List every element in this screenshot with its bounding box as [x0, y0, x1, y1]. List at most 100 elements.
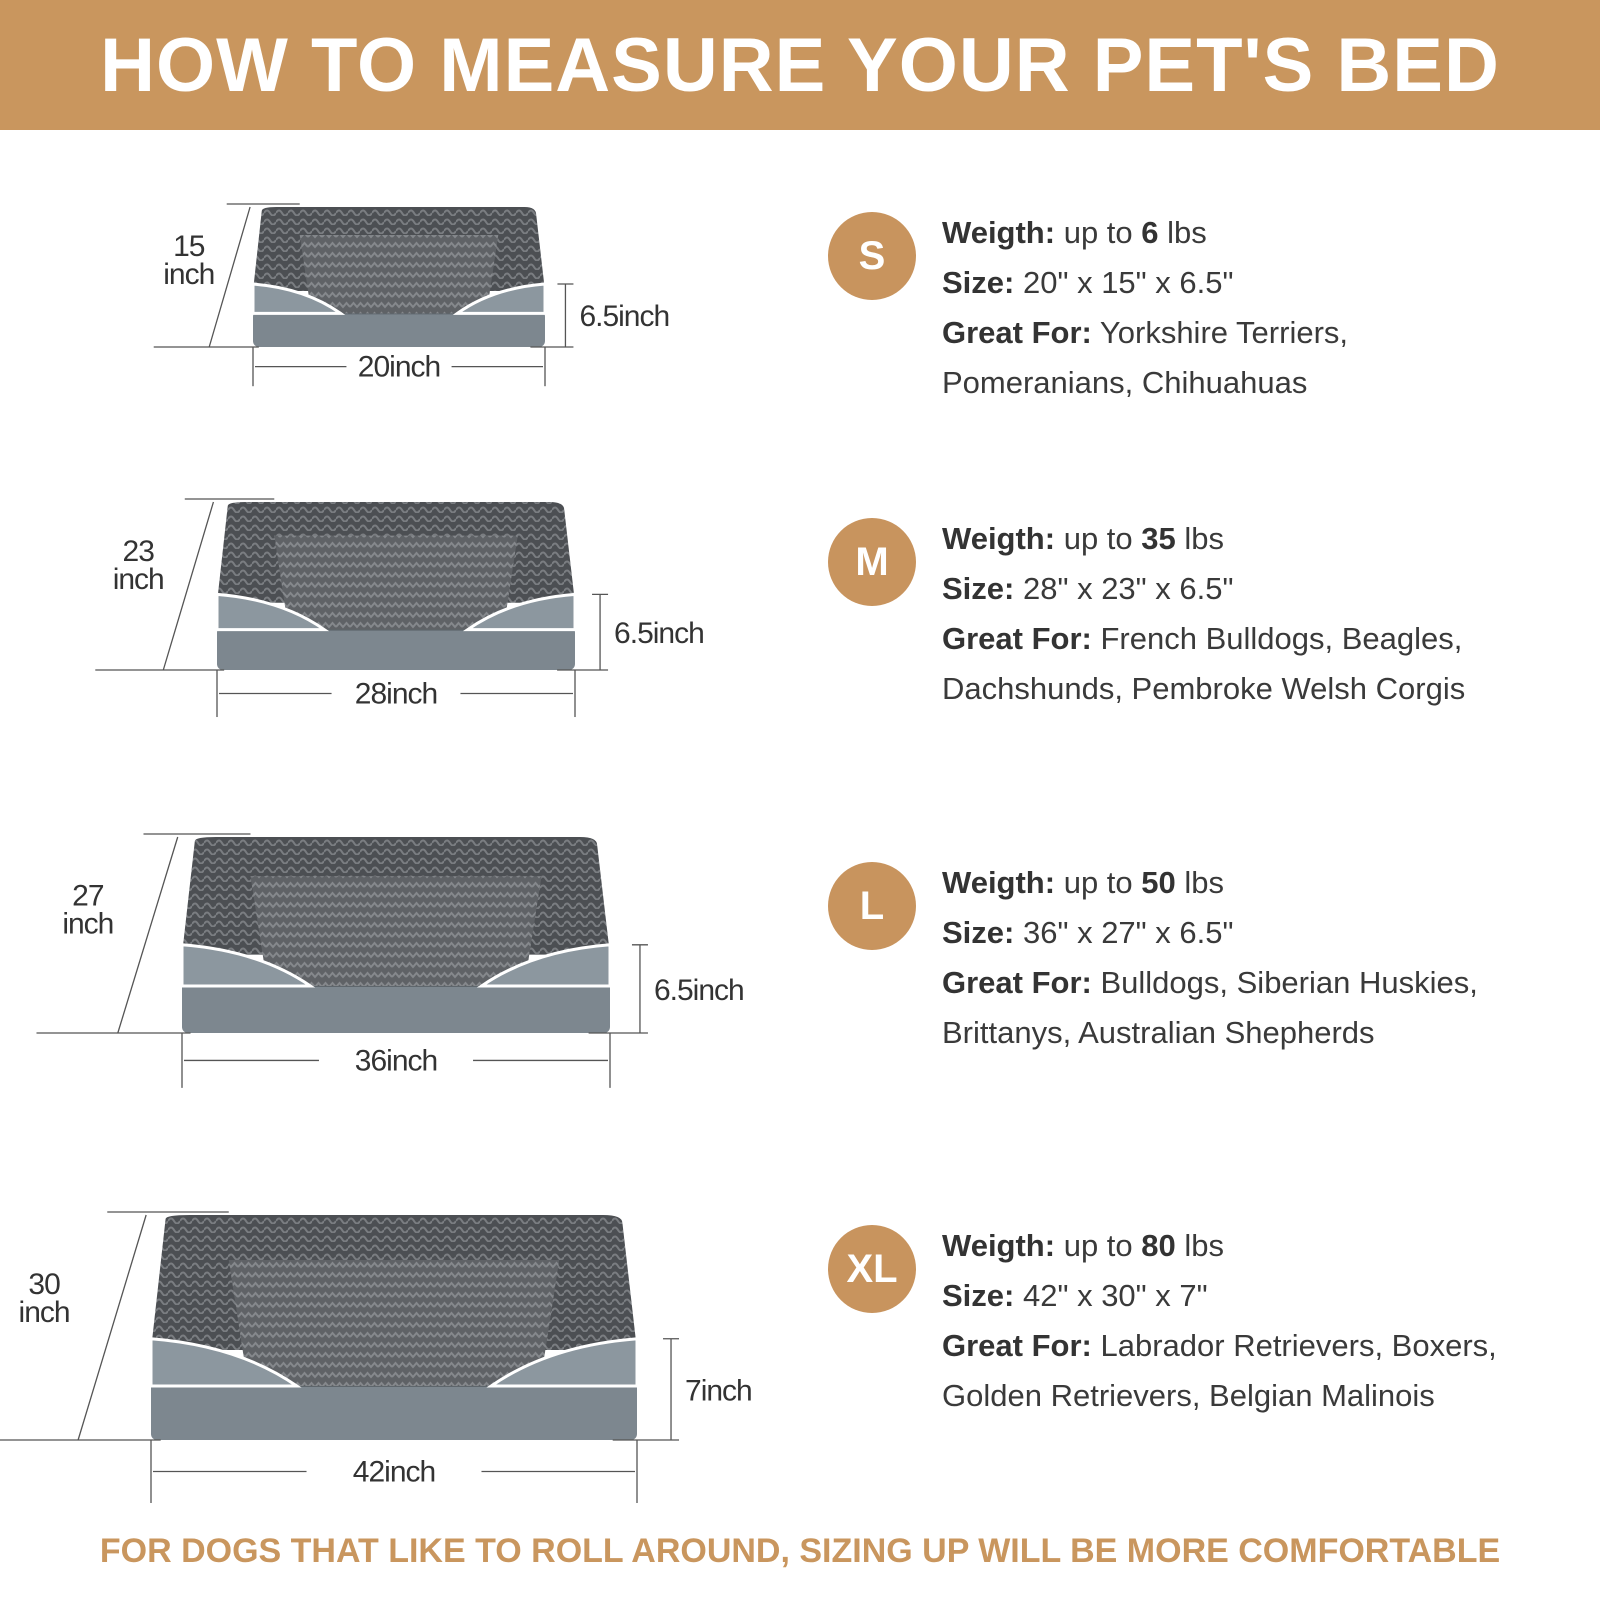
weight-value: 50	[1141, 865, 1176, 900]
weight-label: Weigth:	[942, 215, 1056, 250]
depth-label-unit: inch	[163, 258, 214, 291]
size-value: 28" x 23" x 6.5"	[1022, 571, 1234, 606]
size-line: Size: 36" x 27" x 6.5"	[942, 908, 1600, 958]
bed-side-right	[452, 282, 547, 315]
weight-value: 35	[1141, 521, 1176, 556]
great-for-label: Great For:	[942, 315, 1092, 350]
depth-label-value: 15	[173, 230, 205, 263]
dimension-lines	[95, 498, 609, 718]
bed-side-left	[215, 592, 330, 632]
bed-side-right	[462, 592, 577, 632]
width-label: 42inch	[353, 1456, 435, 1489]
size-label: Size:	[942, 571, 1015, 606]
bed-side-right	[486, 1337, 639, 1388]
weight-value: 6	[1141, 215, 1159, 250]
great-for-line: Great For: Bulldogs, Siberian Huskies,	[942, 958, 1600, 1008]
great-for-breeds-1: Bulldogs, Siberian Huskies,	[1100, 965, 1478, 1000]
weight-unit: lbs	[1184, 521, 1225, 556]
size-label: Size:	[942, 265, 1015, 300]
size-info: Weigth: up to 6 lbs Size: 20" x 15" x 6.…	[942, 208, 1600, 408]
width-label: 20inch	[358, 351, 440, 384]
bed-side-right	[476, 943, 612, 988]
great-for-breeds-2: Pomeranians, Chihuahuas	[942, 365, 1308, 400]
great-for-label: Great For:	[942, 965, 1092, 1000]
weight-prefix: up to	[1063, 865, 1133, 900]
sizing-tip: FOR DOGS THAT LIKE TO ROLL AROUND, SIZIN…	[99, 1532, 1501, 1570]
bed-cushion	[299, 235, 499, 314]
weight-unit: lbs	[1184, 865, 1225, 900]
weight-label: Weigth:	[942, 1228, 1056, 1263]
great-for-line: Great For: Yorkshire Terriers,	[942, 308, 1600, 358]
great-for-label: Great For:	[942, 1328, 1092, 1363]
bed-cushion	[274, 535, 518, 630]
dimension-lines	[36, 833, 648, 1088]
page-title: HOW TO MEASURE YOUR PET'S BED	[100, 22, 1500, 108]
great-for-line: Great For: Labrador Retrievers, Boxers,	[942, 1321, 1600, 1371]
size-info: Weigth: up to 80 lbs Size: 42" x 30" x 7…	[942, 1221, 1600, 1421]
bed-side-left	[149, 1337, 302, 1388]
weight-value: 80	[1141, 1228, 1176, 1263]
depth-label-unit: inch	[113, 563, 164, 596]
depth-label-value: 30	[28, 1268, 60, 1301]
great-for-line: Great For: French Bulldogs, Beagles,	[942, 614, 1600, 664]
weight-line: Weigth: up to 80 lbs	[942, 1221, 1600, 1271]
size-value: 36" x 27" x 6.5"	[1022, 915, 1234, 950]
weight-prefix: up to	[1063, 521, 1133, 556]
weight-prefix: up to	[1063, 1228, 1133, 1263]
weight-prefix: up to	[1063, 215, 1133, 250]
dimension-lines	[153, 203, 574, 387]
size-label: Size:	[942, 1278, 1015, 1313]
depth-label-unit: inch	[19, 1296, 70, 1329]
great-for-breeds-1: French Bulldogs, Beagles,	[1100, 621, 1463, 656]
great-for-breeds-1: Labrador Retrievers, Boxers,	[1100, 1328, 1497, 1363]
height-label: 7inch	[685, 1375, 752, 1408]
size-info: Weigth: up to 35 lbs Size: 28" x 23" x 6…	[942, 514, 1600, 714]
great-for-breeds-2: Dachshunds, Pembroke Welsh Corgis	[942, 671, 1466, 706]
dimension-lines	[0, 1211, 680, 1503]
weight-line: Weigth: up to 50 lbs	[942, 858, 1600, 908]
depth-label-unit: inch	[62, 908, 113, 941]
great-for-label: Great For:	[942, 621, 1092, 656]
bed-base	[151, 1381, 637, 1440]
bed-side-left	[251, 282, 346, 315]
depth-label-value: 27	[72, 880, 104, 913]
size-value: 42" x 30" x 7"	[1022, 1278, 1208, 1313]
bed-base	[253, 310, 545, 347]
bed-side-left	[180, 943, 316, 988]
bed-cushion	[228, 1260, 560, 1386]
weight-line: Weigth: up to 6 lbs	[942, 208, 1600, 258]
weight-unit: lbs	[1167, 215, 1207, 250]
great-for-breeds-2: Golden Retrievers, Belgian Malinois	[942, 1378, 1435, 1413]
great-for-breeds-1: Yorkshire Terriers,	[1099, 315, 1349, 350]
size-value: 20" x 15" x 6.5"	[1022, 265, 1234, 300]
bed-base	[217, 626, 575, 670]
weight-label: Weigth:	[942, 521, 1056, 556]
size-badge: S	[828, 212, 916, 300]
size-badge: XL	[828, 1225, 916, 1313]
size-line: Size: 28" x 23" x 6.5"	[942, 564, 1600, 614]
depth-label-value: 23	[123, 535, 155, 568]
width-label: 28inch	[355, 678, 437, 711]
bed-cushion	[250, 876, 542, 986]
size-info: Weigth: up to 50 lbs Size: 36" x 27" x 6…	[942, 858, 1600, 1058]
width-label: 36inch	[355, 1044, 437, 1077]
weight-line: Weigth: up to 35 lbs	[942, 514, 1600, 564]
title-banner: HOW TO MEASURE YOUR PET'S BED	[0, 0, 1600, 130]
height-label: 6.5inch	[579, 300, 669, 333]
weight-unit: lbs	[1184, 1228, 1225, 1263]
size-line: Size: 20" x 15" x 6.5"	[942, 258, 1600, 308]
bed-base	[182, 982, 610, 1033]
size-badge: M	[828, 518, 916, 606]
size-line: Size: 42" x 30" x 7"	[942, 1271, 1600, 1321]
great-for-breeds-2: Brittanys, Australian Shepherds	[942, 1015, 1375, 1050]
height-label: 6.5inch	[654, 974, 744, 1007]
height-label: 6.5inch	[614, 617, 704, 650]
size-badge: L	[828, 862, 916, 950]
size-label: Size:	[942, 915, 1015, 950]
weight-label: Weigth:	[942, 865, 1056, 900]
